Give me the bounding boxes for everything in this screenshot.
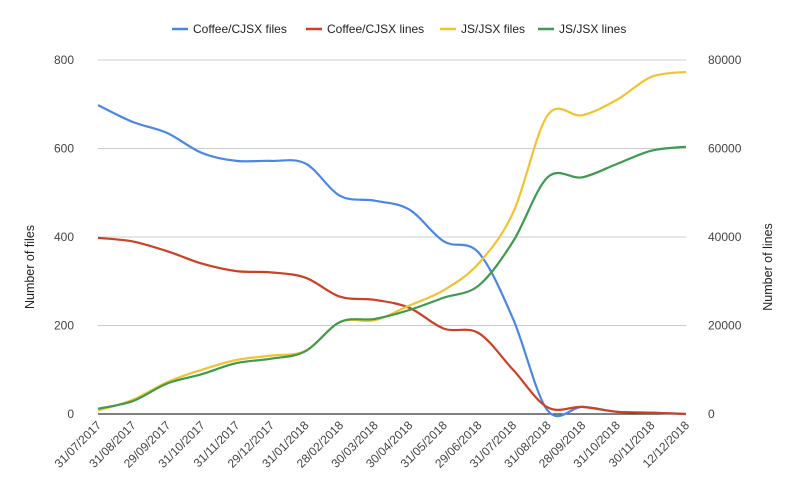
y-axis-right-label: Number of lines (761, 223, 775, 311)
right-tick-label: 0 (708, 407, 715, 421)
legend-item[interactable]: Coffee/CJSX lines (306, 22, 424, 36)
left-tick-label: 0 (67, 407, 74, 421)
legend-item[interactable]: Coffee/CJSX files (172, 22, 287, 36)
right-axis-ticks: 0 20000 40000 60000 80000 (708, 53, 742, 421)
gridlines (98, 59, 686, 415)
right-tick-label: 20000 (708, 319, 742, 333)
left-tick-label: 600 (54, 142, 74, 156)
series-lines (97, 70, 687, 418)
x-axis-ticks: 31/07/201731/08/201729/09/201731/10/2017… (52, 418, 693, 471)
series-line-coffee-cjsx-lines (97, 236, 687, 416)
left-tick-label: 400 (54, 230, 74, 244)
legend-item[interactable]: JS/JSX files (440, 22, 525, 36)
series-line-coffee-cjsx-files (97, 104, 687, 418)
right-tick-label: 40000 (708, 230, 742, 244)
legend[interactable]: Coffee/CJSX files Coffee/CJSX lines JS/JSX… (172, 22, 626, 36)
left-tick-label: 800 (54, 53, 74, 67)
left-tick-label: 200 (54, 319, 74, 333)
legend-label: JS/JSX files (461, 22, 525, 36)
legend-item[interactable]: JS/JSX lines (538, 22, 626, 36)
series-line-js-jsx-files (97, 70, 687, 412)
y-axis-left-label: Number of files (23, 225, 37, 309)
right-tick-label: 80000 (708, 53, 742, 67)
legend-label: Coffee/CJSX lines (327, 22, 424, 36)
legend-label: JS/JSX lines (559, 22, 626, 36)
right-tick-label: 60000 (708, 142, 742, 156)
legend-label: Coffee/CJSX files (193, 22, 287, 36)
left-axis-ticks: 0 200 400 600 800 (54, 53, 74, 421)
series-line-js-jsx-lines (97, 145, 687, 410)
